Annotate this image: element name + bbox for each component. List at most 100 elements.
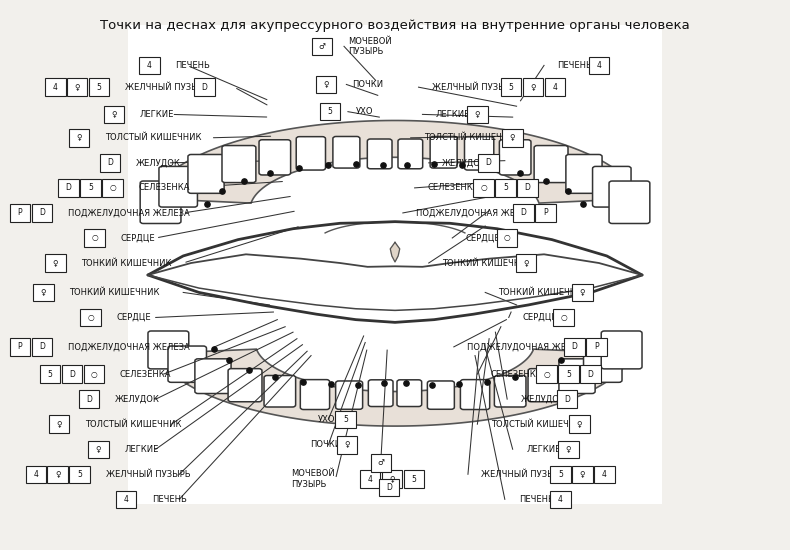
Text: ПОДЖЕЛУДОЧНАЯ ЖЕЛЕЗА: ПОДЖЕЛУДОЧНАЯ ЖЕЛЕЗА [68,208,190,217]
Text: ♀: ♀ [56,420,62,428]
FancyBboxPatch shape [47,465,68,483]
Text: ЖЕЛЧНЫЙ ПУЗЫРЬ: ЖЕЛЧНЫЙ ПУЗЫРЬ [106,470,190,478]
FancyBboxPatch shape [264,376,295,407]
Text: ТОНКИЙ КИШЕЧНИК: ТОНКИЙ КИШЕЧНИК [498,288,589,297]
FancyBboxPatch shape [58,179,79,196]
Text: СЕРДЦЕ: СЕРДЦЕ [116,313,151,322]
Text: D: D [39,342,45,351]
FancyBboxPatch shape [461,379,490,410]
Text: 4: 4 [596,61,601,70]
Text: УХО: УХО [356,107,374,116]
FancyBboxPatch shape [536,204,556,222]
Text: Точки на деснах для акупрессурного воздействия на внутренние органы человека: Точки на деснах для акупрессурного возде… [100,19,690,32]
FancyBboxPatch shape [586,338,607,356]
Text: ЛЕГКИЕ: ЛЕГКИЕ [140,110,175,119]
Text: МОЧЕВОЙ
ПУЗЫРЬ: МОЧЕВОЙ ПУЗЫРЬ [291,470,334,489]
Text: ПОЧКИ: ПОЧКИ [310,441,341,449]
Text: ○: ○ [480,183,487,192]
FancyBboxPatch shape [559,365,578,383]
FancyBboxPatch shape [557,390,577,408]
Text: ТОНКИЙ КИШЕЧНИК: ТОНКИЙ КИШЕЧНИК [442,258,532,267]
Text: ПОДЖЕЛУДОЧНАЯ ЖЕЛЕЗА: ПОДЖЕЛУДОЧНАЯ ЖЕЛЕЗА [68,342,190,351]
FancyBboxPatch shape [594,465,615,483]
FancyBboxPatch shape [316,76,337,93]
Text: 5: 5 [566,370,571,378]
FancyBboxPatch shape [104,106,124,123]
Text: 4: 4 [367,475,372,483]
Text: 4: 4 [558,495,563,504]
Text: ЛЕГКИЕ: ЛЕГКИЕ [124,445,159,454]
Text: ЛЕГКИЕ: ЛЕГКИЕ [527,445,561,454]
FancyBboxPatch shape [551,491,570,508]
Text: ТОНКИЙ КИШЕЧНИК: ТОНКИЙ КИШЕЧНИК [81,258,171,267]
FancyBboxPatch shape [564,338,585,356]
FancyBboxPatch shape [551,465,570,483]
Text: ♂: ♂ [318,42,325,51]
FancyBboxPatch shape [499,140,531,175]
Text: ○: ○ [543,370,550,378]
FancyBboxPatch shape [62,365,82,383]
FancyBboxPatch shape [523,79,544,96]
FancyBboxPatch shape [528,368,562,402]
Text: ○: ○ [109,183,116,192]
FancyBboxPatch shape [32,204,52,222]
FancyBboxPatch shape [536,365,557,383]
Text: D: D [525,183,531,192]
Text: ЖЕЛУДОК: ЖЕЛУДОК [136,158,181,167]
FancyBboxPatch shape [140,181,181,223]
Text: D: D [572,342,577,351]
Text: 4: 4 [123,495,128,504]
FancyBboxPatch shape [430,136,457,168]
FancyBboxPatch shape [378,478,399,496]
FancyBboxPatch shape [359,470,380,488]
FancyBboxPatch shape [222,146,256,183]
Text: 5: 5 [412,475,416,483]
Text: D: D [485,158,491,167]
Text: ПОДЖЕЛУДОЧНАЯ ЖЕЛЕЗА: ПОДЖЕЛУДОЧНАЯ ЖЕЛЕЗА [467,342,589,351]
Text: ПЕЧЕНЬ: ПЕЧЕНЬ [558,61,592,70]
Text: ○: ○ [504,234,510,243]
Text: ♀: ♀ [74,82,80,92]
FancyBboxPatch shape [32,338,52,356]
FancyBboxPatch shape [569,415,589,433]
FancyBboxPatch shape [49,415,70,433]
Text: УХО: УХО [318,415,336,424]
FancyBboxPatch shape [333,136,360,168]
Text: ♂: ♂ [378,458,384,468]
FancyBboxPatch shape [45,79,66,96]
FancyBboxPatch shape [139,57,160,74]
FancyBboxPatch shape [572,284,592,301]
FancyBboxPatch shape [81,179,101,196]
Text: ♀: ♀ [344,441,350,449]
Text: 4: 4 [33,470,38,478]
FancyBboxPatch shape [100,154,120,172]
Text: ♀: ♀ [52,258,58,267]
Text: ПОЧКИ: ПОЧКИ [352,80,383,89]
Text: ТОЛСТЫЙ КИШЕЧНИК: ТОЛСТЫЙ КИШЕЧНИК [491,420,587,428]
FancyBboxPatch shape [589,57,609,74]
Text: СЕРДЦЕ: СЕРДЦЕ [120,234,155,243]
Text: ♀: ♀ [41,288,47,297]
FancyBboxPatch shape [337,436,357,454]
FancyBboxPatch shape [88,441,109,458]
FancyBboxPatch shape [368,380,393,406]
Text: ♀: ♀ [76,133,81,142]
Text: 5: 5 [47,370,52,378]
Text: ○: ○ [91,370,97,378]
Text: 5: 5 [97,82,102,92]
FancyBboxPatch shape [300,379,329,410]
Text: ТОЛСТЫЙ КИШЕЧНИК: ТОЛСТЫЙ КИШЕЧНИК [85,420,182,428]
Text: ♀: ♀ [577,420,582,428]
FancyBboxPatch shape [516,254,536,272]
FancyBboxPatch shape [427,381,454,409]
FancyBboxPatch shape [572,465,592,483]
Text: ПЕЧЕНЬ: ПЕЧЕНЬ [152,495,186,504]
FancyBboxPatch shape [228,368,262,402]
Text: 4: 4 [147,61,152,70]
FancyBboxPatch shape [502,129,523,146]
FancyBboxPatch shape [40,365,60,383]
Text: СЕЛЕЗЕНКА: СЕЛЕЗЕНКА [491,370,542,378]
FancyBboxPatch shape [592,167,631,207]
FancyBboxPatch shape [467,106,487,123]
FancyBboxPatch shape [9,338,30,356]
